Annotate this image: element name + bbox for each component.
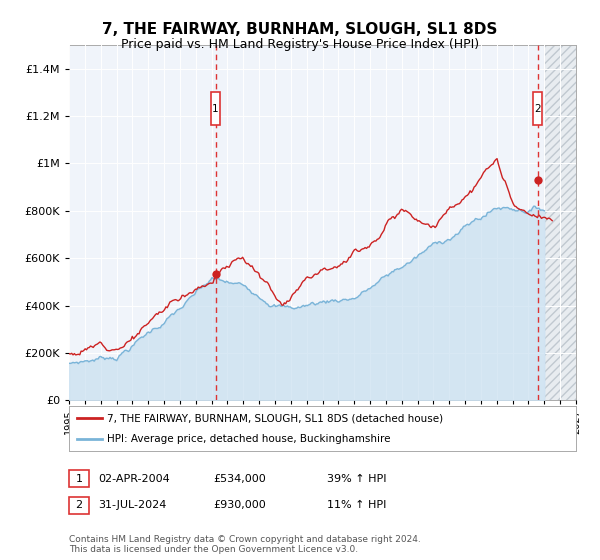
- Text: 1: 1: [76, 474, 82, 484]
- Text: 2: 2: [76, 500, 82, 510]
- Text: £930,000: £930,000: [213, 500, 266, 510]
- Bar: [544, 45, 576, 400]
- FancyBboxPatch shape: [211, 92, 220, 125]
- Text: HPI: Average price, detached house, Buckinghamshire: HPI: Average price, detached house, Buck…: [107, 433, 391, 444]
- Text: Price paid vs. HM Land Registry's House Price Index (HPI): Price paid vs. HM Land Registry's House …: [121, 38, 479, 50]
- Text: 02-APR-2004: 02-APR-2004: [98, 474, 170, 484]
- Text: 31-JUL-2024: 31-JUL-2024: [98, 500, 166, 510]
- Text: 1: 1: [212, 104, 219, 114]
- Text: 2: 2: [535, 104, 541, 114]
- Bar: [544, 45, 576, 400]
- Text: £534,000: £534,000: [213, 474, 266, 484]
- Text: 7, THE FAIRWAY, BURNHAM, SLOUGH, SL1 8DS: 7, THE FAIRWAY, BURNHAM, SLOUGH, SL1 8DS: [103, 22, 497, 38]
- Text: 39% ↑ HPI: 39% ↑ HPI: [327, 474, 386, 484]
- Text: 7, THE FAIRWAY, BURNHAM, SLOUGH, SL1 8DS (detached house): 7, THE FAIRWAY, BURNHAM, SLOUGH, SL1 8DS…: [107, 413, 443, 423]
- Text: Contains HM Land Registry data © Crown copyright and database right 2024.
This d: Contains HM Land Registry data © Crown c…: [69, 535, 421, 554]
- FancyBboxPatch shape: [533, 92, 542, 125]
- Text: 11% ↑ HPI: 11% ↑ HPI: [327, 500, 386, 510]
